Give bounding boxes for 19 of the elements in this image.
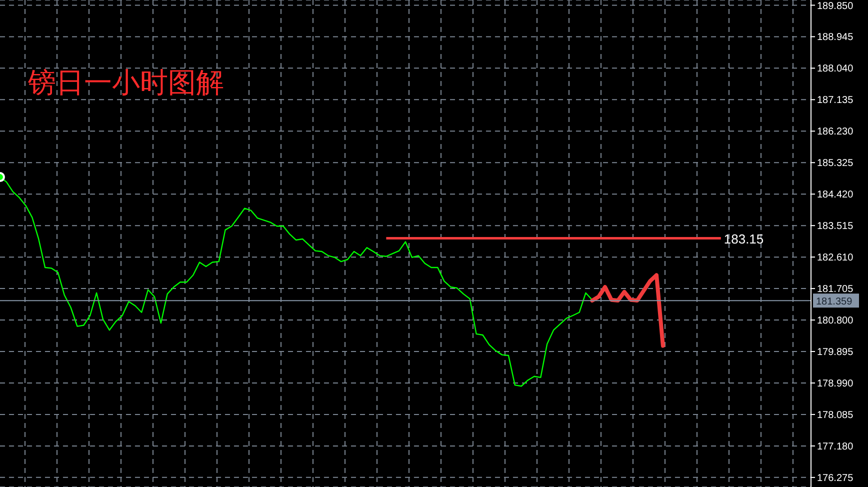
y-tick-label: 189.850 (817, 0, 854, 12)
y-tick-label: 186.230 (817, 126, 854, 138)
y-tick-label: 188.945 (817, 32, 854, 44)
y-tick-label: 178.990 (817, 378, 854, 390)
y-tick-label: 187.135 (817, 95, 854, 106)
text: 镑日一小时图解 (28, 65, 224, 101)
y-tick-label: 178.085 (817, 410, 854, 422)
y-tick-label: 184.420 (817, 190, 854, 201)
y-tick-label: 188.040 (817, 64, 854, 75)
y-tick-label: 179.895 (817, 347, 854, 358)
y-tick-label: 183.515 (817, 221, 854, 232)
y-tick-label: 180.800 (817, 316, 854, 327)
y-tick-label: 181.705 (817, 284, 854, 296)
y-tick-label: 185.325 (817, 158, 854, 170)
y-tick-label: 177.180 (817, 442, 854, 453)
y-tick-label: 182.610 (817, 252, 854, 264)
ref-line-label: 181.359 (816, 296, 853, 308)
y-tick-label: 176.275 (817, 472, 854, 484)
ref-line-label: 183.15 (724, 231, 764, 246)
